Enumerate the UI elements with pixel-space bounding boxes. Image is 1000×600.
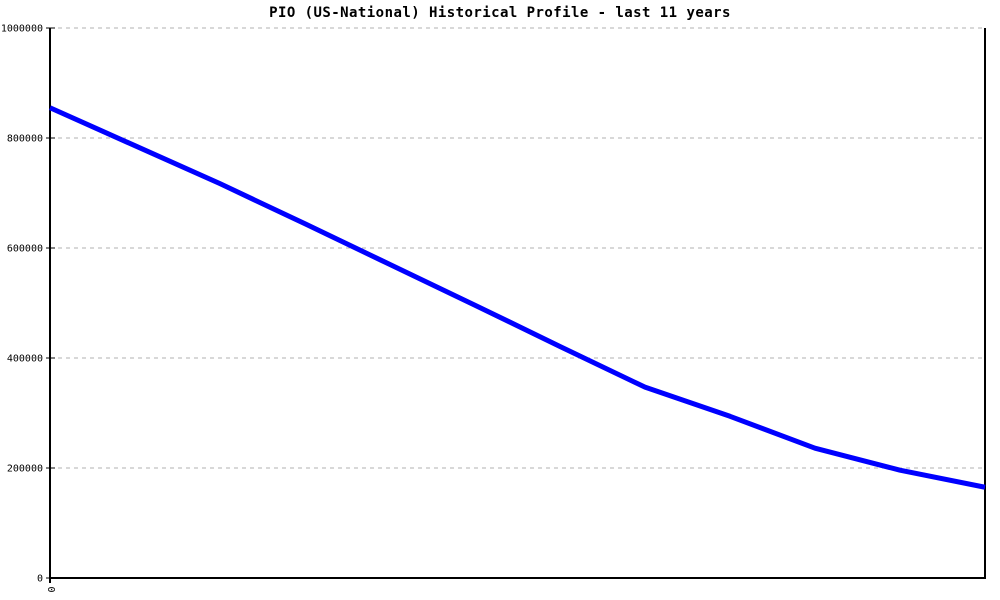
y-tick-label-1000000: 1000000	[1, 24, 43, 35]
chart-title: PIO (US-National) Historical Profile - l…	[269, 5, 731, 21]
x-tick-label-0: 0	[45, 586, 56, 592]
y-tick-label-200000: 200000	[7, 464, 43, 475]
y-tick-label-400000: 400000	[7, 354, 43, 365]
data-series-line	[48, 105, 986, 490]
y-tick-label-0: 0	[37, 574, 43, 585]
y-tick-label-800000: 800000	[7, 134, 43, 145]
y-tick-label-600000: 600000	[7, 244, 43, 255]
